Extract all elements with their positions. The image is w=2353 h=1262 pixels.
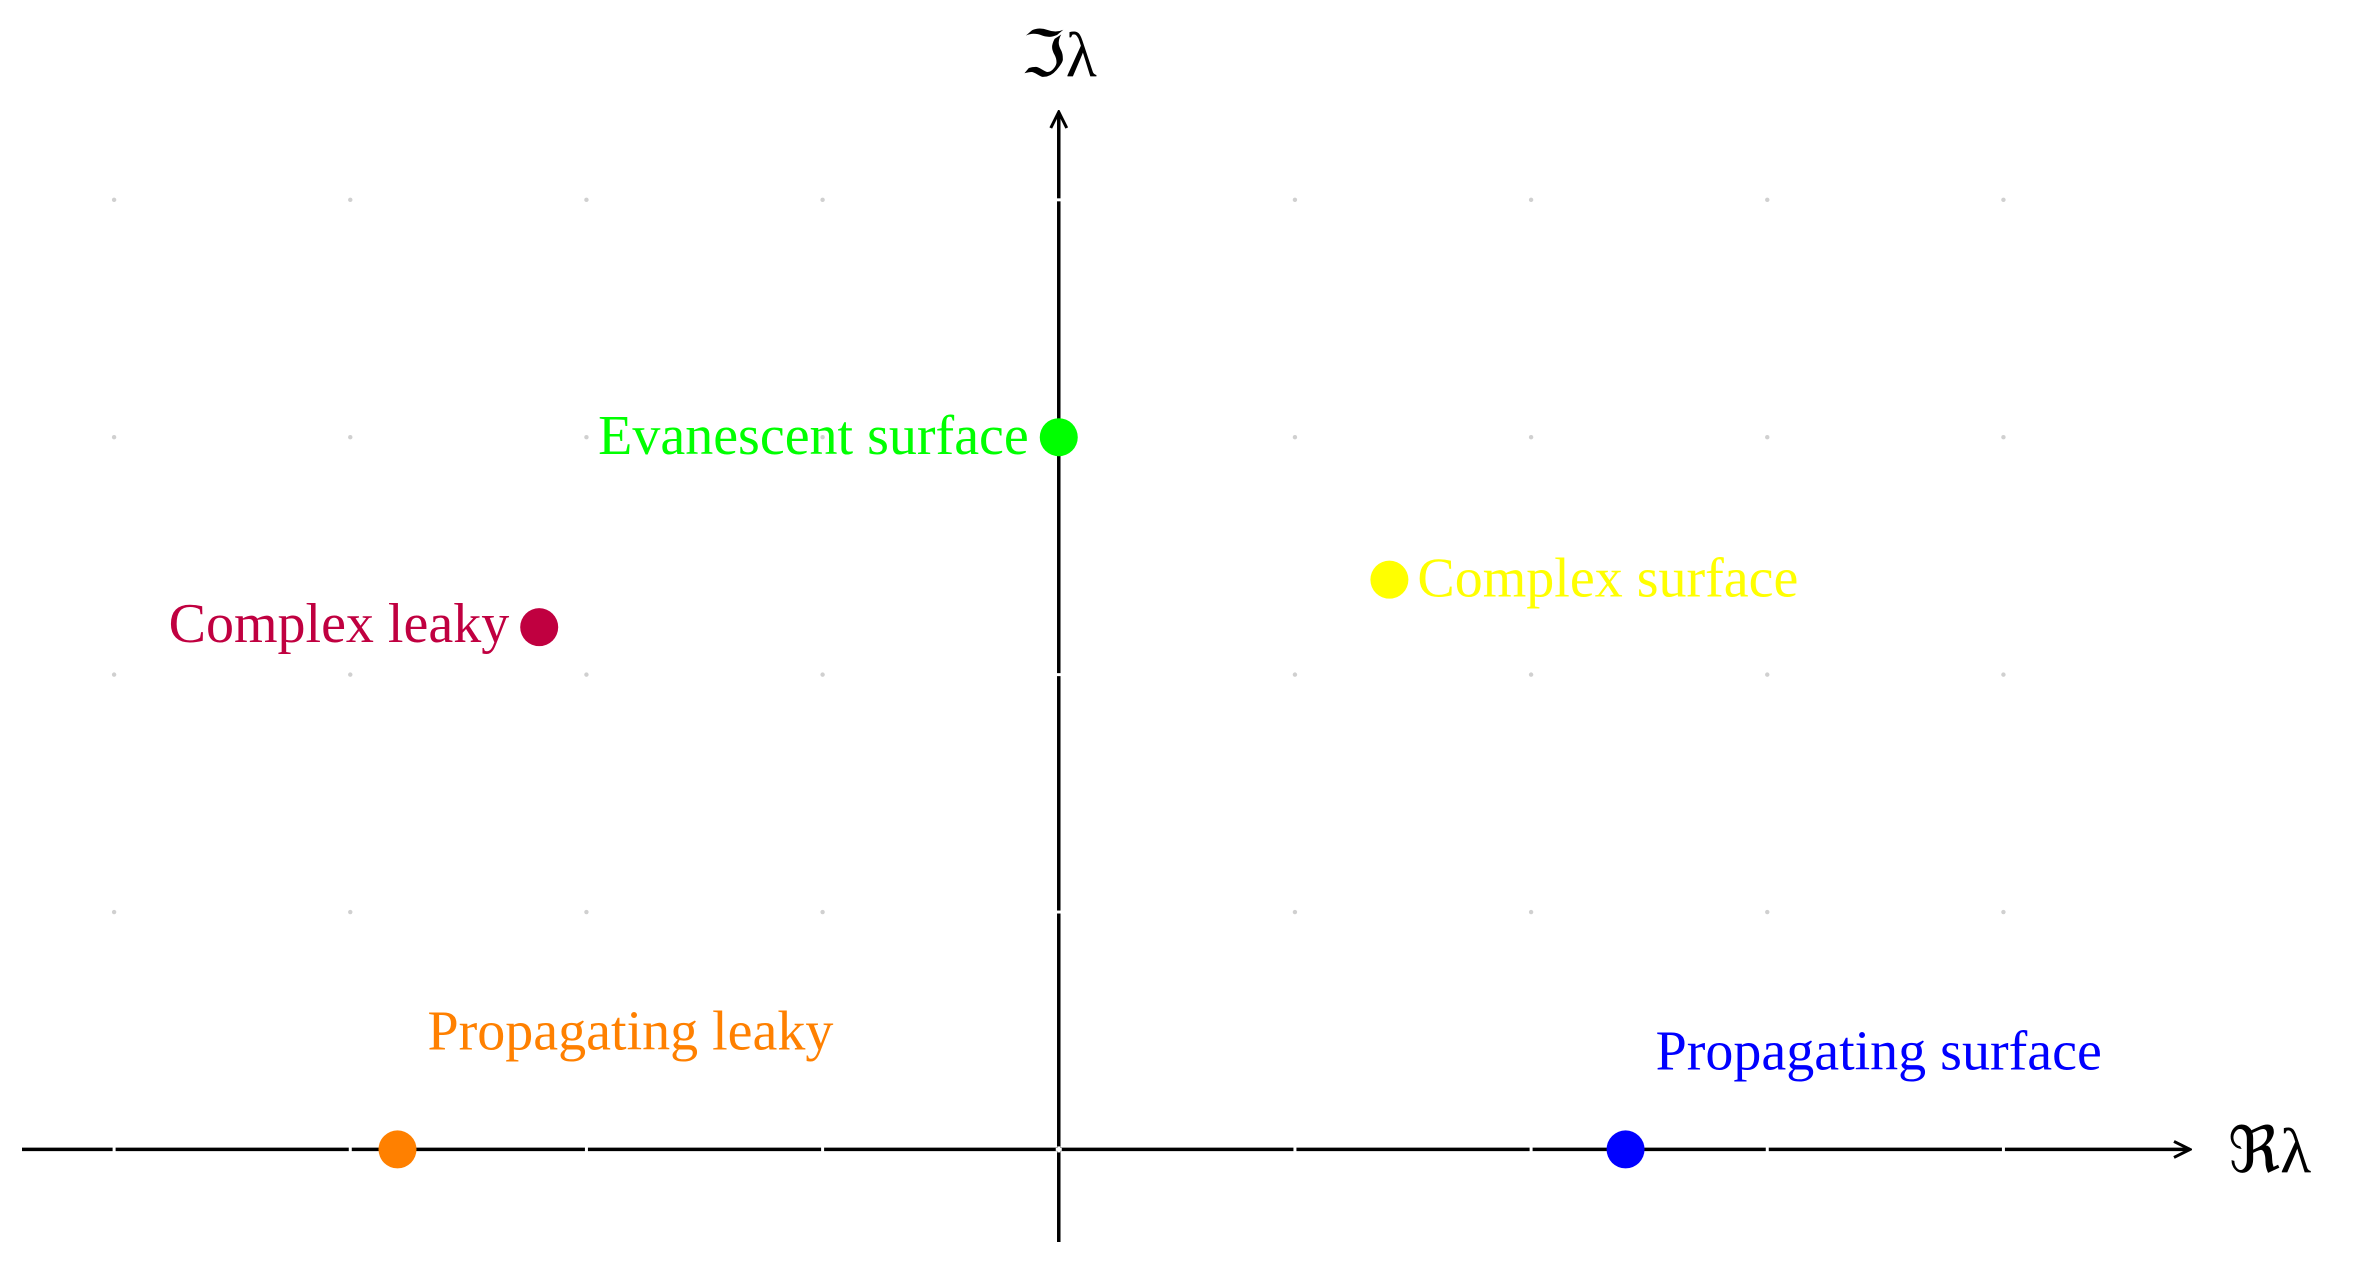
grid-dot: [1528, 909, 1534, 915]
grid-dot: [2001, 435, 2006, 440]
grid-dot: [1528, 435, 1534, 440]
grid-dot: [348, 672, 353, 677]
y-axis-label: ℑλ: [1021, 19, 1097, 90]
grid-dot: [1765, 435, 1770, 440]
grid-dot: [820, 909, 825, 915]
grid-dot: [584, 197, 589, 203]
grid-dot: [584, 672, 589, 677]
point: [378, 1130, 417, 1169]
grid-dot: [348, 435, 353, 440]
grid-dot: [1292, 435, 1298, 440]
grid-dot: [1765, 909, 1770, 915]
x-axis-label: ℜλ: [2228, 1115, 2311, 1186]
grid-dot: [1765, 197, 1770, 203]
point: [520, 608, 559, 647]
grid-dot: [2001, 909, 2006, 915]
grid-dot: [111, 909, 117, 915]
grid-dot: [1528, 672, 1534, 677]
point: [1039, 418, 1078, 457]
grid-dot: [584, 435, 589, 440]
grid-dot: [348, 197, 353, 203]
grid-dot: [584, 909, 589, 915]
grid-dot: [111, 197, 117, 203]
point: [1370, 560, 1409, 599]
grid-dot: [1292, 909, 1298, 915]
point-label: Evanescent surface: [598, 405, 1029, 467]
grid-dot: [348, 909, 353, 915]
point-label: Complex leaky: [169, 593, 510, 655]
grid-dot: [2001, 672, 2006, 677]
point: [1606, 1130, 1645, 1169]
point-label: Complex surface: [1417, 548, 1798, 610]
grid-dot: [820, 672, 825, 677]
grid-dot: [1292, 197, 1298, 203]
grid-dot: [820, 435, 825, 440]
grid-dot: [1765, 672, 1770, 677]
grid-dot: [111, 672, 117, 677]
grid-dot: [1528, 197, 1534, 203]
grid-dot: [2001, 197, 2006, 203]
point-label: Propagating leaky: [428, 1000, 834, 1062]
grid-dot: [820, 197, 825, 203]
point-label: Propagating surface: [1656, 1020, 2102, 1082]
grid-dot: [1292, 672, 1298, 677]
grid-dot: [111, 435, 117, 440]
